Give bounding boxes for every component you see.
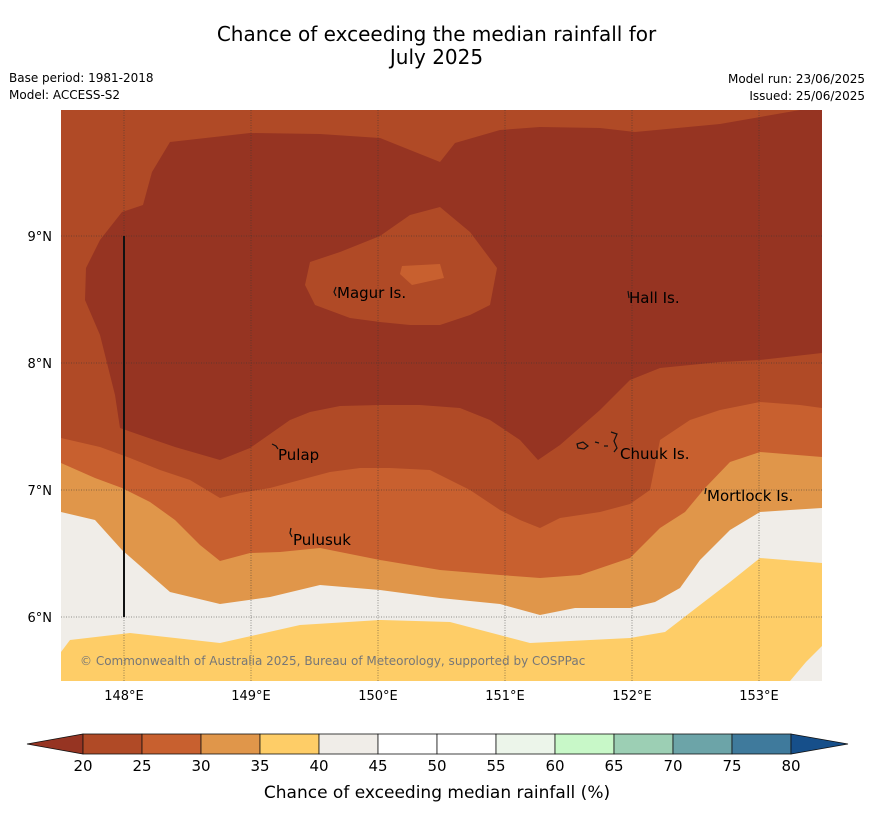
meta-right: Model run: 23/06/2025 Issued: 25/06/2025 <box>728 71 865 105</box>
contour-pocket-25 <box>400 264 444 285</box>
label-pulusuk: Pulusuk <box>293 531 351 549</box>
colorbar-segment <box>436 733 497 755</box>
island-hall <box>627 290 630 299</box>
colorbar-over-triangle <box>790 733 849 755</box>
colorbar-tick-label: 60 <box>545 757 564 775</box>
colorbar-segment <box>259 733 320 755</box>
lon-label-151: 151°E <box>485 689 525 704</box>
lat-label-8: 8°N <box>28 357 53 372</box>
colorbar-tick-label: 35 <box>250 757 269 775</box>
island-chuuk-reef <box>610 431 618 453</box>
colorbar-tick-label: 75 <box>722 757 741 775</box>
lat-label-9: 9°N <box>28 230 53 245</box>
colorbar-segment <box>377 733 438 755</box>
colorbar-segment <box>495 733 556 755</box>
colorbar-segment <box>200 733 261 755</box>
gridlines <box>61 110 822 681</box>
colorbar-label: Chance of exceeding median rainfall (%) <box>264 783 610 803</box>
lon-axis-labels: 148°E 149°E 150°E 151°E 152°E 153°E <box>104 689 779 704</box>
map-area: Magur Is. Hall Is. Pulap Chuuk Is. Mortl… <box>61 110 822 681</box>
lat-label-7: 7°N <box>28 484 53 499</box>
lon-label-152: 152°E <box>612 689 652 704</box>
map-title-line1: Chance of exceeding the median rainfall … <box>216 22 657 46</box>
colorbar-under-triangle <box>26 733 84 755</box>
colorbar-tick-label: 55 <box>486 757 505 775</box>
colorbar-tick-label: 25 <box>132 757 151 775</box>
colorbar-segments <box>82 733 792 755</box>
lon-label-153: 153°E <box>739 689 779 704</box>
label-chuuk: Chuuk Is. <box>620 445 689 463</box>
colorbar-tick-label: 45 <box>368 757 387 775</box>
island-chuuk-1 <box>576 441 589 450</box>
island-pulap <box>271 443 279 450</box>
colorbar-tick-label: 30 <box>191 757 210 775</box>
colorbar-tick-label: 20 <box>73 757 92 775</box>
colorbar-tick-label: 80 <box>781 757 800 775</box>
island-outlines <box>271 286 707 538</box>
colorbar-segment <box>82 733 143 755</box>
island-mortlock <box>704 487 707 495</box>
lon-label-150: 150°E <box>358 689 398 704</box>
lat-axis-labels: 9°N 8°N 7°N 6°N <box>28 230 53 626</box>
label-pulap: Pulap <box>278 446 319 464</box>
base-period-text: Base period: 1981-2018 <box>9 71 154 85</box>
island-magur <box>333 286 337 297</box>
meta-left: Base period: 1981-2018 Model: ACCESS-S2 <box>9 70 154 104</box>
colorbar-segment <box>318 733 379 755</box>
map-title-line2: July 2025 <box>389 45 484 69</box>
colorbar-segment <box>554 733 615 755</box>
island-pulusuk <box>289 527 293 538</box>
colorbar-tick-labels: 20 25 30 35 40 45 50 55 60 65 70 75 80 <box>73 757 800 775</box>
island-chuuk-2 <box>594 441 600 444</box>
label-hall: Hall Is. <box>629 289 680 307</box>
lon-label-148: 148°E <box>104 689 144 704</box>
contour-band-35 <box>61 110 822 681</box>
colorbar: 20 25 30 35 40 45 50 55 60 65 70 75 80 Chance of exc… <box>26 733 849 803</box>
lat-label-6: 6°N <box>28 611 53 626</box>
colorbar-tick-label: 50 <box>427 757 446 775</box>
colorbar-tick-label: 65 <box>604 757 623 775</box>
model-run-text: Model run: 23/06/2025 <box>727 72 865 86</box>
label-magur: Magur Is. <box>337 284 406 302</box>
lon-label-149: 149°E <box>231 689 271 704</box>
colorbar-segment <box>672 733 733 755</box>
copyright-text: © Commonwealth of Australia 2025, Bureau… <box>80 654 585 668</box>
colorbar-segment <box>613 733 674 755</box>
colorbar-tick-label: 40 <box>309 757 328 775</box>
label-mortlock: Mortlock Is. <box>707 487 793 505</box>
colorbar-segment <box>731 733 792 755</box>
model-text: Model: ACCESS-S2 <box>9 88 121 102</box>
colorbar-segment <box>141 733 202 755</box>
issued-text: Issued: 25/06/2025 <box>749 89 865 103</box>
colorbar-tick-label: 70 <box>663 757 682 775</box>
contour-pocket-20 <box>305 207 497 325</box>
